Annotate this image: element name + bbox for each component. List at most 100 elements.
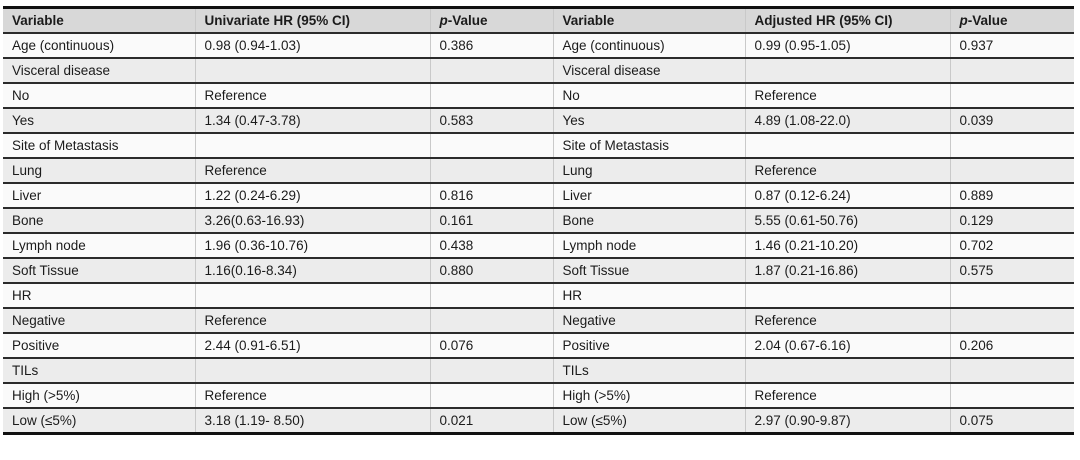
table-cell (429, 357, 553, 383)
table-cell: 0.076 (429, 332, 553, 358)
table-cell: Yes (3, 107, 195, 133)
table-cell: Soft Tissue (3, 257, 195, 283)
table-row: No Reference No Reference (3, 82, 1074, 108)
table-cell: 0.386 (429, 32, 553, 58)
table-cell (429, 57, 553, 83)
table-row: Bone 3.26(0.63-16.93) 0.161 Bone 5.55 (0.61-… (3, 207, 1074, 233)
table-cell: 2.97 (0.90-9.87) (744, 407, 950, 434)
table-cell: Reference (194, 382, 430, 408)
table-header-row: Variable Univariate HR (95% CI) p-Value Var… (3, 7, 1074, 33)
table-cell (744, 357, 950, 383)
table-cell: 1.46 (0.21-10.20) (744, 232, 950, 258)
table-cell: No (3, 82, 195, 108)
table-cell (949, 307, 1074, 333)
table-row: Site of Metastasis Site of Metastasis (3, 132, 1074, 158)
table-cell: 3.18 (1.19- 8.50) (194, 407, 430, 434)
table-cell: 0.575 (949, 257, 1074, 283)
column-header: p-Value (429, 7, 553, 33)
column-header: Univariate HR (95% CI) (194, 7, 430, 33)
table-cell: Reference (194, 307, 430, 333)
table-cell: 0.583 (429, 107, 553, 133)
table-cell: 0.161 (429, 207, 553, 233)
italic-p: p (959, 13, 968, 28)
table-cell (194, 282, 430, 308)
table-cell: 0.438 (429, 232, 553, 258)
table-cell: 0.880 (429, 257, 553, 283)
table-cell: Visceral disease (552, 57, 745, 83)
table-cell: 1.87 (0.21-16.86) (744, 257, 950, 283)
table-cell (949, 132, 1074, 158)
table-row: Positive 2.44 (0.91-6.51) 0.076 Positive 2.0… (3, 332, 1074, 358)
table-cell (429, 382, 553, 408)
table-row: Negative Reference Negative Reference (3, 307, 1074, 333)
table-cell: 0.075 (949, 407, 1074, 434)
table-cell: Visceral disease (3, 57, 195, 83)
table-cell: Liver (552, 182, 745, 208)
table-cell: Lung (552, 157, 745, 183)
table-cell: Reference (744, 157, 950, 183)
table-cell: 1.22 (0.24-6.29) (194, 182, 430, 208)
table-cell: Low (≤5%) (552, 407, 745, 434)
table-cell (429, 282, 553, 308)
table-cell: 0.039 (949, 107, 1074, 133)
table-cell: Soft Tissue (552, 257, 745, 283)
table-cell: TILs (552, 357, 745, 383)
table-row: Visceral disease Visceral disease (3, 57, 1074, 83)
column-header-label: -Value (447, 13, 488, 28)
table-cell (429, 132, 553, 158)
table-cell: 0.889 (949, 182, 1074, 208)
table-cell (744, 57, 950, 83)
table-cell (194, 357, 430, 383)
table-cell: Lymph node (3, 232, 195, 258)
table-cell: Reference (744, 382, 950, 408)
table-cell: Reference (194, 82, 430, 108)
table-cell: Lung (3, 157, 195, 183)
table-cell (429, 307, 553, 333)
table-cell: TILs (3, 357, 195, 383)
table-row: Age (continuous) 0.98 (0.94-1.03) 0.386 Age… (3, 32, 1074, 58)
table-cell: 1.34 (0.47-3.78) (194, 107, 430, 133)
table-cell: Yes (552, 107, 745, 133)
table-cell (744, 282, 950, 308)
table-cell: Site of Metastasis (552, 132, 745, 158)
table-cell: High (>5%) (552, 382, 745, 408)
table-row: Soft Tissue 1.16(0.16-8.34) 0.880 Soft Tiss… (3, 257, 1074, 283)
column-header: Adjusted HR (95% CI) (744, 7, 950, 33)
table-cell (744, 132, 950, 158)
table-cell: Age (continuous) (3, 32, 195, 58)
table-cell: Positive (3, 332, 195, 358)
table-cell: 0.99 (0.95-1.05) (744, 32, 950, 58)
table-cell: 0.129 (949, 207, 1074, 233)
table-cell: 1.96 (0.36-10.76) (194, 232, 430, 258)
table-cell: Age (continuous) (552, 32, 745, 58)
table-cell (949, 282, 1074, 308)
table-cell: 0.206 (949, 332, 1074, 358)
table-cell: Bone (552, 207, 745, 233)
table-row: Low (≤5%) 3.18 (1.19- 8.50) 0.021 Low (≤5%)… (3, 407, 1074, 434)
table-cell: HR (3, 282, 195, 308)
table-cell: Bone (3, 207, 195, 233)
table-cell: High (>5%) (3, 382, 195, 408)
table-cell: 5.55 (0.61-50.76) (744, 207, 950, 233)
table-cell: 0.87 (0.12-6.24) (744, 182, 950, 208)
hazard-ratio-table: Variable Univariate HR (95% CI) p-Value Var… (3, 6, 1074, 435)
table-row: High (>5%) Reference High (>5%) Reference (3, 382, 1074, 408)
table-cell: 3.26(0.63-16.93) (194, 207, 430, 233)
table-cell: 0.937 (949, 32, 1074, 58)
page: Variable Univariate HR (95% CI) p-Value Var… (0, 6, 1080, 460)
table-head: Variable Univariate HR (95% CI) p-Value Var… (3, 7, 1074, 33)
table-cell (194, 132, 430, 158)
table-cell: 2.44 (0.91-6.51) (194, 332, 430, 358)
table-cell: 0.021 (429, 407, 553, 434)
table-cell: 1.16(0.16-8.34) (194, 257, 430, 283)
table-cell: Positive (552, 332, 745, 358)
table-row: TILs TILs (3, 357, 1074, 383)
column-header: p-Value (949, 7, 1074, 33)
table-row: HR HR (3, 282, 1074, 308)
table-cell: HR (552, 282, 745, 308)
table-cell: 0.702 (949, 232, 1074, 258)
table-cell (949, 57, 1074, 83)
table-cell (429, 157, 553, 183)
column-header: Variable (552, 7, 745, 33)
table-row: Yes 1.34 (0.47-3.78) 0.583 Yes 4.89 (1.08-22… (3, 107, 1074, 133)
